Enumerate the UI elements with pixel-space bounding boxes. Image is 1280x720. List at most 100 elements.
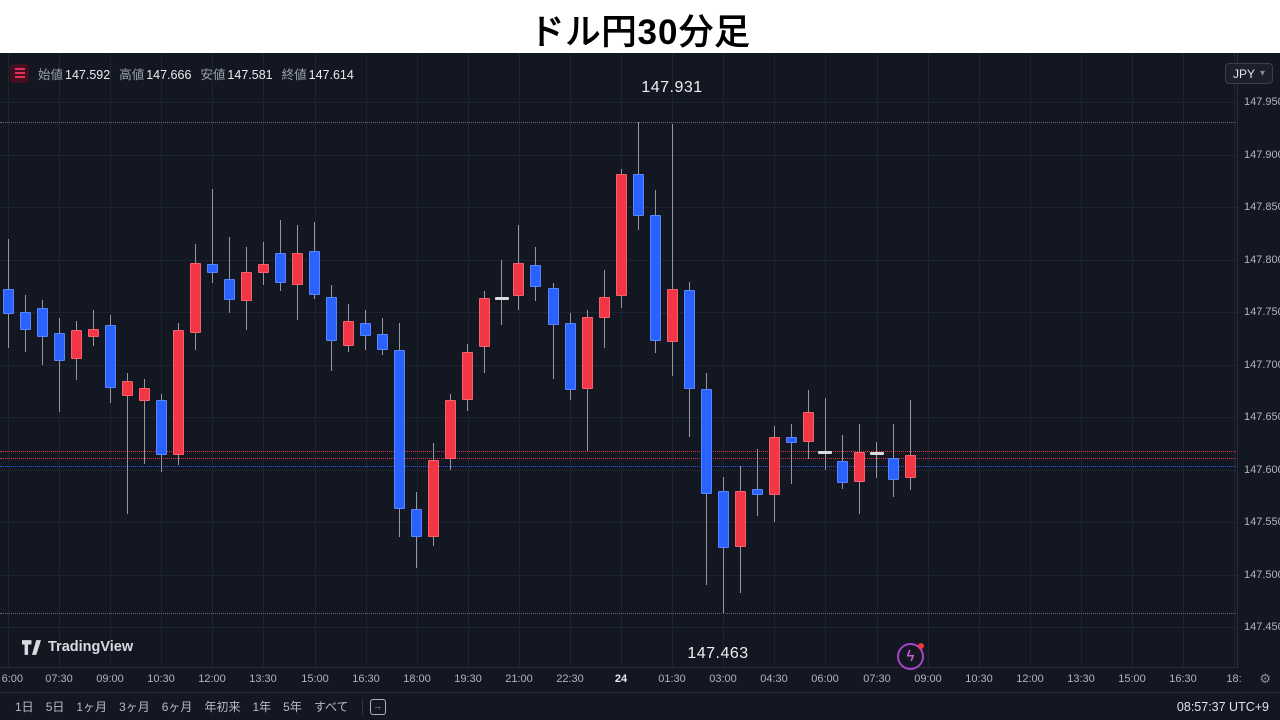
candle-down bbox=[36, 307, 48, 338]
candle-wick bbox=[501, 259, 503, 325]
tradingview-logo-text: TradingView bbox=[48, 639, 134, 655]
grid-hline bbox=[0, 365, 1237, 366]
candle-down bbox=[649, 215, 661, 342]
candle-wick bbox=[876, 442, 877, 478]
low-price-annotation: 147.463 bbox=[687, 645, 749, 662]
range-button-3ヶ月[interactable]: 3ヶ月 bbox=[119, 700, 150, 714]
candle-down bbox=[564, 322, 576, 390]
candle-down bbox=[837, 461, 848, 484]
grid-hline bbox=[0, 417, 1237, 418]
grid-vline bbox=[263, 53, 264, 667]
toolbar-divider bbox=[361, 698, 363, 715]
candle-down bbox=[19, 312, 31, 330]
candle-up bbox=[240, 272, 252, 301]
time-tick-label: 24 bbox=[614, 673, 628, 685]
time-tick-label: 09:00 bbox=[96, 673, 124, 685]
candle-down bbox=[394, 349, 406, 510]
candle-down bbox=[530, 264, 542, 287]
range-button-1ヶ月[interactable]: 1ヶ月 bbox=[76, 700, 108, 714]
gear-icon[interactable]: ⚙ bbox=[1259, 671, 1271, 686]
price-tick-label: 147.750 bbox=[1244, 306, 1280, 318]
time-tick-label: 09:00 bbox=[914, 673, 942, 685]
time-tick-label: 04:30 bbox=[760, 673, 788, 685]
grid-hline bbox=[0, 627, 1237, 628]
candle-down bbox=[700, 388, 712, 494]
time-tick-label: 13:30 bbox=[1067, 673, 1095, 685]
grid-vline bbox=[1030, 53, 1031, 667]
range-button-1日[interactable]: 1日 bbox=[15, 700, 34, 714]
candle-up bbox=[734, 490, 746, 548]
time-axis[interactable]: ⚙ 6:00 07:30 09:00 10:30 12:00 13:30 15:00 16:3… bbox=[0, 668, 1280, 692]
time-tick-label: 18:00 bbox=[403, 673, 431, 685]
currency-selector[interactable]: JPY ▾ bbox=[1224, 63, 1273, 84]
grid-vline bbox=[417, 53, 418, 667]
candle-up bbox=[343, 320, 355, 346]
range-button-6ヶ月[interactable]: 6ヶ月 bbox=[161, 700, 193, 714]
grid-vline bbox=[315, 53, 316, 667]
candle-up bbox=[905, 454, 917, 478]
lightning-event-icon[interactable]: ϟ bbox=[897, 643, 924, 670]
grid-vline bbox=[1132, 53, 1133, 667]
price-tick-label: 147.450 bbox=[1244, 621, 1280, 633]
go-to-date-icon[interactable]: → bbox=[369, 698, 386, 715]
low-marker-line bbox=[0, 613, 1237, 615]
time-tick-label: 13:30 bbox=[249, 673, 277, 685]
candle-down bbox=[53, 333, 65, 362]
candle-up bbox=[445, 400, 457, 460]
time-tick-label: 6:00 bbox=[1, 673, 23, 685]
grid-hline bbox=[0, 470, 1237, 471]
tradingview-logo-icon bbox=[22, 639, 41, 655]
price-line bbox=[0, 450, 1237, 452]
price-axis[interactable]: 147.950 147.900 147.850 147.800 147.750 147.7… bbox=[1239, 53, 1280, 668]
grid-vline bbox=[366, 53, 367, 667]
time-tick-label: 22:30 bbox=[556, 673, 584, 685]
menu-icon[interactable] bbox=[10, 63, 29, 83]
candle-wick bbox=[263, 241, 264, 285]
candle-up bbox=[172, 329, 184, 455]
candle-up bbox=[121, 381, 133, 397]
time-tick-label: 12:00 bbox=[1016, 673, 1044, 685]
candle-wick bbox=[143, 379, 145, 465]
clock-timezone[interactable]: 08:57:37 UTC+9 bbox=[1176, 699, 1269, 714]
time-tick-label: 15:00 bbox=[301, 673, 329, 685]
time-tick-label: 16:30 bbox=[352, 673, 380, 685]
candle-doji bbox=[818, 450, 833, 454]
grid-vline bbox=[161, 53, 162, 667]
candle-up bbox=[513, 262, 525, 297]
legend-close: 終値 147.614 bbox=[281, 67, 354, 82]
candle-up bbox=[854, 451, 865, 483]
candle-down bbox=[717, 490, 729, 549]
candle-down bbox=[547, 287, 559, 325]
chevron-down-icon: ▾ bbox=[1259, 67, 1265, 79]
price-tick-label: 147.950 bbox=[1244, 96, 1280, 108]
candle-wick bbox=[211, 189, 213, 283]
page-title: ドル円30分足 bbox=[529, 13, 751, 52]
range-button-5日[interactable]: 5日 bbox=[45, 700, 65, 714]
candle-down bbox=[275, 253, 286, 283]
candle-up bbox=[292, 253, 303, 285]
grid-hline bbox=[0, 312, 1237, 313]
grid-vline bbox=[8, 53, 9, 667]
price-tick-label: 147.650 bbox=[1244, 411, 1280, 423]
candle-down bbox=[377, 334, 389, 350]
range-button-年初来[interactable]: 年初来 bbox=[204, 700, 241, 714]
candle-wick bbox=[126, 373, 128, 514]
legend-high: 高値 147.666 bbox=[119, 67, 192, 82]
ohlc-legend: 始値 147.592 高値 147.666 安値 147.581 終値 147.614 bbox=[10, 62, 354, 84]
candle-down bbox=[888, 458, 900, 480]
tradingview-logo[interactable]: TradingView bbox=[22, 639, 133, 655]
range-button-5年[interactable]: 5年 bbox=[283, 700, 302, 714]
range-button-すべて[interactable]: すべて bbox=[313, 700, 349, 714]
candle-pane[interactable] bbox=[0, 53, 1238, 668]
candle-down bbox=[155, 400, 167, 455]
candle-up bbox=[802, 411, 814, 443]
price-line bbox=[0, 458, 1237, 459]
grid-vline bbox=[723, 53, 724, 667]
candle-up bbox=[258, 263, 269, 274]
candle-up bbox=[138, 387, 150, 402]
price-line bbox=[0, 466, 1237, 468]
grid-hline bbox=[0, 522, 1237, 523]
range-button-1年[interactable]: 1年 bbox=[252, 700, 272, 714]
grid-hline bbox=[0, 102, 1237, 103]
